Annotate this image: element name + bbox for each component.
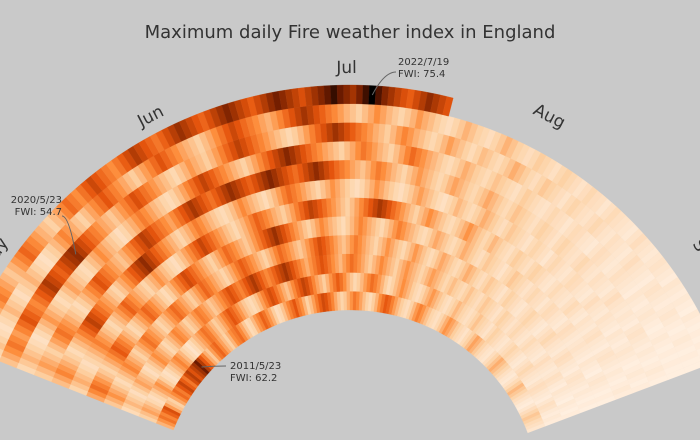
month-label: Jul bbox=[335, 58, 357, 78]
heat-cell bbox=[355, 103, 363, 123]
heat-cell bbox=[342, 253, 347, 273]
heat-cell bbox=[330, 85, 338, 105]
heat-cell bbox=[335, 197, 342, 217]
heat-cell bbox=[324, 104, 333, 124]
annotation-value: FWI: 54.7 bbox=[15, 207, 62, 218]
heat-cell bbox=[361, 122, 368, 142]
heat-cell bbox=[346, 272, 351, 292]
heat-cell bbox=[361, 103, 369, 124]
heat-cell bbox=[333, 160, 341, 180]
annotation-date: 2022/7/19 bbox=[398, 57, 449, 68]
heat-cell bbox=[338, 141, 345, 161]
heat-cell bbox=[331, 103, 339, 124]
heat-cell bbox=[343, 291, 348, 311]
heat-cell bbox=[343, 103, 351, 123]
heat-cell bbox=[339, 178, 346, 198]
heat-cell bbox=[332, 141, 340, 161]
heat-cell bbox=[336, 84, 344, 105]
heat-cell bbox=[354, 178, 361, 198]
heat-cell bbox=[349, 216, 355, 236]
heat-cell bbox=[349, 291, 354, 311]
heat-cell bbox=[349, 272, 354, 292]
heat-cell bbox=[345, 234, 351, 254]
heat-cell bbox=[349, 197, 355, 217]
heat-cell bbox=[349, 122, 357, 142]
heat-cell bbox=[327, 141, 335, 161]
heat-cell bbox=[349, 103, 357, 123]
annotation-value: FWI: 75.4 bbox=[398, 69, 445, 80]
heat-cell bbox=[442, 96, 454, 117]
annotation-leader bbox=[201, 365, 227, 368]
annotation-leader bbox=[61, 215, 77, 255]
annotation-value: FWI: 62.2 bbox=[230, 373, 277, 384]
heat-cell bbox=[362, 85, 370, 105]
heat-cell bbox=[353, 234, 359, 255]
heat-cell bbox=[360, 141, 368, 161]
heat-cell bbox=[326, 122, 334, 143]
annotation-date: 2011/5/23 bbox=[230, 361, 281, 372]
heat-cell bbox=[343, 84, 351, 104]
heat-cell bbox=[334, 178, 341, 198]
annotation-leader bbox=[371, 71, 397, 96]
chart-title: Maximum daily Fire weather index in Engl… bbox=[145, 22, 556, 43]
heat-cell bbox=[342, 272, 347, 292]
heat-cell bbox=[332, 122, 339, 142]
heat-cell bbox=[336, 216, 342, 236]
heat-cell bbox=[354, 159, 361, 180]
heat-cell bbox=[349, 84, 357, 104]
heat-cell bbox=[354, 197, 360, 217]
heat-cell bbox=[338, 253, 344, 273]
heat-cell bbox=[343, 122, 351, 142]
heat-cell bbox=[340, 197, 346, 217]
heat-cell bbox=[345, 253, 351, 273]
heat-cell bbox=[323, 85, 332, 105]
heat-cell bbox=[354, 216, 360, 236]
heat-cell bbox=[349, 141, 356, 161]
heat-cell bbox=[344, 141, 351, 161]
heat-cell bbox=[344, 178, 351, 198]
heat-cell bbox=[328, 160, 336, 180]
heat-cell bbox=[349, 159, 356, 179]
month-label: Sep bbox=[688, 236, 700, 274]
heat-cell bbox=[337, 122, 345, 142]
heat-cell bbox=[346, 291, 351, 311]
heat-cell bbox=[344, 159, 351, 179]
heat-cell bbox=[339, 159, 346, 180]
heat-cell bbox=[356, 84, 364, 105]
heat-cell bbox=[683, 361, 700, 374]
heat-cell bbox=[340, 216, 346, 236]
heat-cell bbox=[345, 197, 351, 217]
heat-cell bbox=[349, 178, 356, 198]
heat-cell bbox=[349, 234, 355, 254]
heat-cell bbox=[355, 141, 362, 161]
heat-cell bbox=[349, 253, 355, 273]
heat-cell bbox=[341, 234, 347, 255]
heat-cell bbox=[345, 216, 351, 236]
heat-cell bbox=[337, 103, 345, 123]
heat-cell bbox=[317, 85, 326, 106]
heat-cell bbox=[355, 122, 363, 142]
heat-cell bbox=[337, 234, 343, 255]
cells bbox=[0, 84, 700, 434]
annotation-date: 2020/5/23 bbox=[11, 195, 62, 206]
